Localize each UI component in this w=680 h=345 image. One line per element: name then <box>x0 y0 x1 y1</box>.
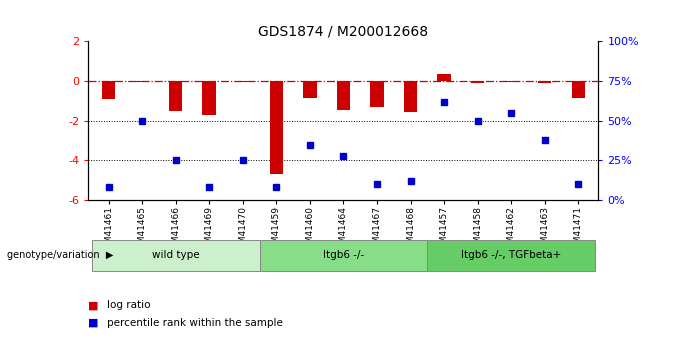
FancyBboxPatch shape <box>92 240 260 271</box>
Bar <box>102 81 115 99</box>
Bar <box>370 81 384 107</box>
Text: percentile rank within the sample: percentile rank within the sample <box>107 318 284 327</box>
Bar <box>269 81 283 174</box>
Bar <box>437 74 451 81</box>
Text: ■: ■ <box>88 318 103 327</box>
Bar <box>203 81 216 115</box>
Bar <box>572 81 585 98</box>
Bar <box>303 81 317 98</box>
Bar <box>135 81 149 82</box>
Title: GDS1874 / M200012668: GDS1874 / M200012668 <box>258 25 428 39</box>
FancyBboxPatch shape <box>260 240 427 271</box>
Bar <box>337 81 350 110</box>
Bar <box>505 81 518 82</box>
FancyBboxPatch shape <box>427 240 595 271</box>
Bar <box>236 81 250 82</box>
Bar <box>471 81 484 83</box>
Bar <box>538 81 551 83</box>
Text: genotype/variation  ▶: genotype/variation ▶ <box>7 250 113 260</box>
Text: Itgb6 -/-, TGFbeta+: Itgb6 -/-, TGFbeta+ <box>461 250 561 259</box>
Text: wild type: wild type <box>152 250 199 259</box>
Text: ■: ■ <box>88 300 103 310</box>
Text: log ratio: log ratio <box>107 300 151 310</box>
Bar <box>169 81 182 111</box>
Text: Itgb6 -/-: Itgb6 -/- <box>323 250 364 259</box>
Bar <box>404 81 418 112</box>
